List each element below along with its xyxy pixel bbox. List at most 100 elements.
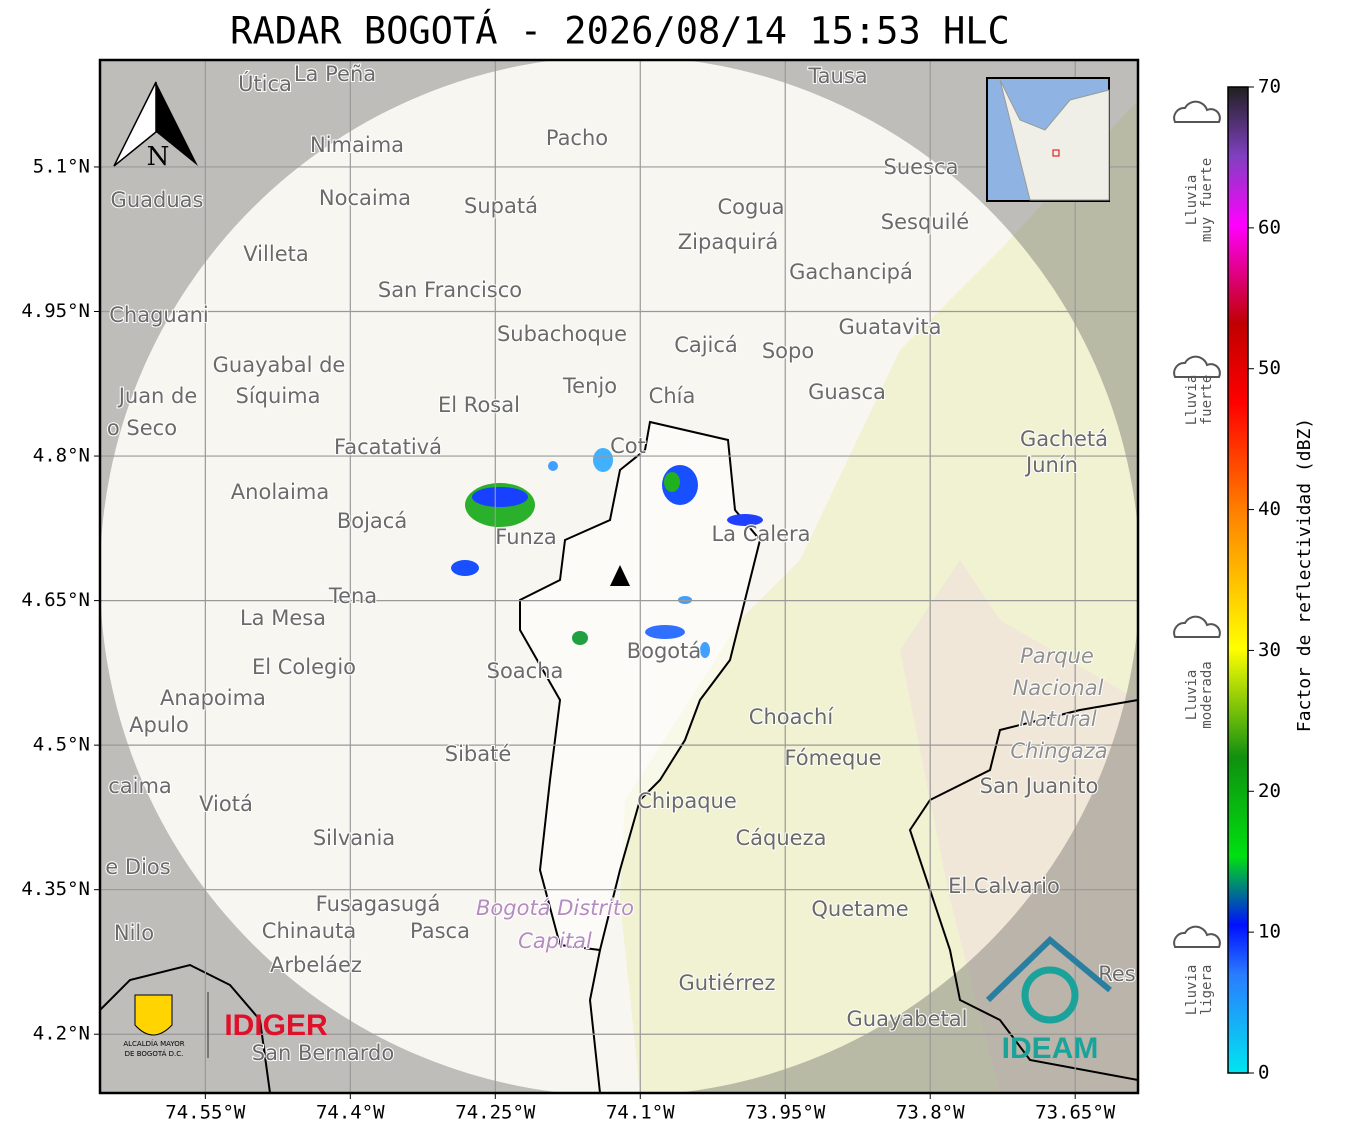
place-label: Sesquilé <box>881 210 969 234</box>
place-label: Bogotá Distrito <box>476 896 634 920</box>
place-label: San Juanito <box>980 774 1099 798</box>
radar-site <box>610 565 630 586</box>
colorbar-tick-label: 0 <box>1258 1062 1269 1084</box>
y-tick-label: 4.35°N <box>21 878 90 900</box>
place-label: Gachancipá <box>789 260 913 284</box>
x-tick-label: 73.65°W <box>1035 1102 1116 1124</box>
map-frame <box>98 58 1140 1095</box>
x-tick-label: 74.25°W <box>455 1102 536 1124</box>
place-label: caima <box>108 774 172 798</box>
place-label: Chaguani <box>109 303 209 327</box>
place-label: Villeta <box>243 242 308 266</box>
place-label: Tausa <box>807 64 867 88</box>
colorbar-tick-label: 50 <box>1258 357 1281 379</box>
place-label: Síquima <box>236 384 321 408</box>
rain-label: Lluvia <box>1184 175 1200 226</box>
place-label: e Dios <box>105 855 170 879</box>
y-tick-label: 4.2°N <box>33 1023 90 1045</box>
rain-label: ligera <box>1199 965 1215 1016</box>
place-label: Capital <box>518 929 592 953</box>
place-label: Arbeláez <box>270 953 362 977</box>
x-tick-label: 73.95°W <box>745 1102 826 1124</box>
rain-icon <box>1173 615 1221 638</box>
place-label: Junín <box>1024 453 1078 477</box>
place-label: Nacional <box>1013 676 1104 700</box>
place-label: Fómeque <box>784 746 881 770</box>
place-label: Sibaté <box>445 742 512 766</box>
place-label: Guasca <box>808 380 886 404</box>
place-label: Subachoque <box>497 322 627 346</box>
place-label: Tena <box>328 584 377 608</box>
colorbar-tick-label: 30 <box>1258 639 1281 661</box>
place-label: La Calera <box>711 522 810 546</box>
place-label: Quetame <box>811 897 908 921</box>
place-label: Chingaza <box>1010 739 1107 763</box>
place-label: Nimaima <box>310 133 404 157</box>
place-label: Zipaquirá <box>678 230 778 254</box>
place-label: Bogotá <box>627 639 702 663</box>
radar-echoes <box>451 448 763 658</box>
x-tick-label: 74.1°W <box>606 1102 675 1124</box>
place-label: Cáqueza <box>736 826 827 850</box>
colorbar-tick-label: 60 <box>1258 216 1281 238</box>
place-label: La Mesa <box>240 606 326 630</box>
place-label: Guayabal de <box>213 353 346 377</box>
place-label: Nilo <box>114 921 154 945</box>
colorbar-tick-label: 70 <box>1258 76 1281 98</box>
colorbar-tick-label: 10 <box>1258 921 1281 943</box>
basemap: Útica La Peña Tausa Pacho Nimaima Suesca Guadu… <box>100 60 1138 1093</box>
north-label: N <box>147 142 170 172</box>
colorbar-tick-label: 20 <box>1258 780 1281 802</box>
logo-text: ALCALDÍA MAYOR <box>123 1039 184 1048</box>
logo-text: IDIGER <box>224 1009 328 1042</box>
place-label: Guatavita <box>839 315 942 339</box>
rain-label: Lluvia <box>1184 375 1200 426</box>
place-label: Cogua <box>717 195 784 219</box>
place-label: Funza <box>495 525 556 549</box>
place-label: Pacho <box>546 126 608 150</box>
place-label: Cot <box>610 434 646 458</box>
place-label: El Rosal <box>438 393 520 417</box>
place-label: Sopo <box>762 339 814 363</box>
y-tick-label: 4.65°N <box>21 589 90 611</box>
place-label: Viotá <box>199 792 253 816</box>
title: RADAR BOGOTÁ - 2026/08/14 15:53 HLC <box>230 9 1010 53</box>
place-label: Anapoima <box>160 686 266 710</box>
place-label: o Seco <box>107 416 177 440</box>
rain-icon <box>1173 925 1221 948</box>
place-label: Apulo <box>129 713 189 737</box>
place-label: Parque <box>1020 644 1094 668</box>
y-tick-label: 4.5°N <box>33 734 90 756</box>
place-label: Choachí <box>749 705 835 729</box>
place-label: San Bernardo <box>252 1041 394 1065</box>
x-tick-label: 74.4°W <box>316 1102 385 1124</box>
place-label: Bojacá <box>337 509 407 533</box>
place-label: El Calvario <box>948 874 1060 898</box>
x-tick-label: 73.8°W <box>896 1102 965 1124</box>
place-label: Nocaima <box>319 186 411 210</box>
place-label: Supatá <box>464 194 538 218</box>
rain-label: fuerte <box>1199 375 1215 426</box>
x-tick-label: 74.55°W <box>165 1102 246 1124</box>
north-arrow: N <box>113 81 198 172</box>
place-label: San Francisco <box>378 278 522 302</box>
place-label: Juan de <box>117 384 198 408</box>
rain-label: Lluvia <box>1184 670 1200 721</box>
place-label: Soacha <box>487 659 564 683</box>
inset-map <box>986 77 1110 202</box>
colorbar <box>1227 86 1249 1074</box>
place-label: El Colegio <box>252 655 356 679</box>
logo-text: IDEAM <box>1002 1032 1099 1065</box>
place-label: Útica <box>238 71 292 96</box>
y-tick-label: 5.1°N <box>33 155 90 177</box>
y-tick-label: 4.8°N <box>33 445 90 467</box>
place-label: Facatativá <box>334 435 442 459</box>
place-label: Chinauta <box>262 919 356 943</box>
place-label: Tenjo <box>562 374 617 398</box>
rain-label: muy fuerte <box>1199 158 1215 242</box>
place-label: Guaduas <box>111 188 204 212</box>
place-label: Anolaima <box>231 480 329 504</box>
rain-icon <box>1173 100 1221 123</box>
place-label: Gachetá <box>1020 427 1108 451</box>
place-label: Chía <box>649 384 696 408</box>
